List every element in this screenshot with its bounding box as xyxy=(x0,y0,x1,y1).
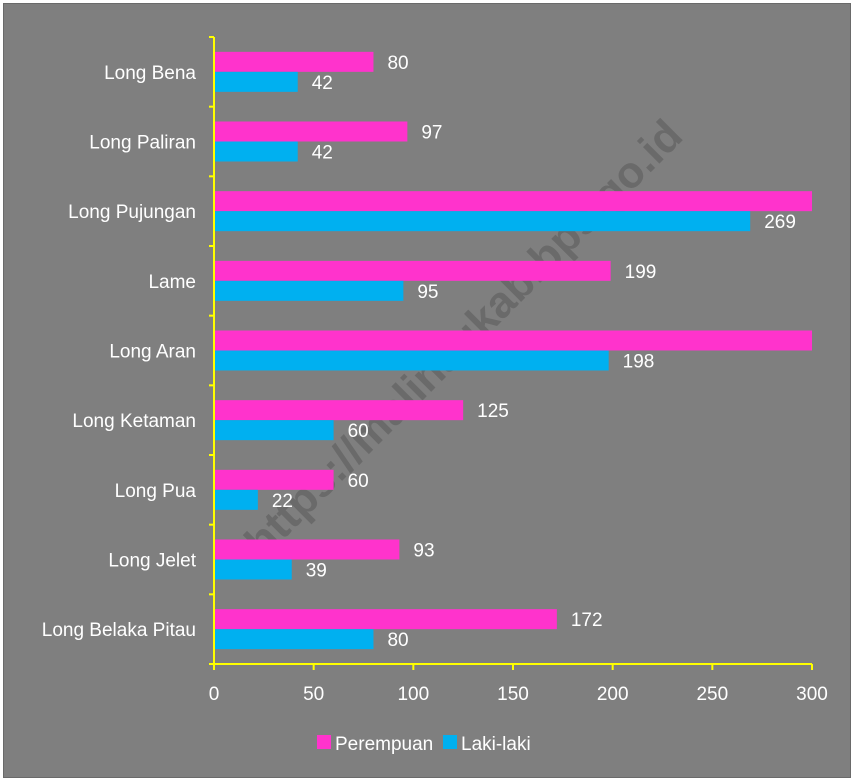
legend-label: Laki-laki xyxy=(461,734,531,755)
bar-perempuan-4 xyxy=(214,330,812,351)
category-label: Long Pujungan xyxy=(68,202,196,223)
x-tick-label: 0 xyxy=(209,684,220,705)
category-label: Long Paliran xyxy=(89,133,196,154)
category-label: Long Belaka Pitau xyxy=(42,620,196,641)
chart-area: https://malinaukab.bps.go.id 80 42 Long Be… xyxy=(3,3,851,778)
data-label: 80 xyxy=(387,53,408,74)
bar-perempuan-0 xyxy=(214,51,374,72)
data-label: 60 xyxy=(348,421,369,442)
legend-swatch xyxy=(443,735,457,749)
bar-perempuan-6 xyxy=(214,469,334,490)
x-tick-label: 250 xyxy=(696,684,728,705)
data-label: 39 xyxy=(306,561,327,582)
x-tick-label: 50 xyxy=(303,684,324,705)
category-label: Long Ketaman xyxy=(72,411,196,432)
data-label: 60 xyxy=(348,471,369,492)
bar-perempuan-8 xyxy=(214,609,557,630)
category-label: Lame xyxy=(148,272,196,293)
bar-laki-laki-5 xyxy=(214,420,334,441)
data-label: 269 xyxy=(764,212,796,233)
data-label: 172 xyxy=(571,610,603,631)
data-label: 22 xyxy=(272,491,293,512)
data-label: 125 xyxy=(477,401,509,422)
bar-laki-laki-2 xyxy=(214,211,751,232)
bar-laki-laki-0 xyxy=(214,71,298,92)
bar-perempuan-1 xyxy=(214,121,408,142)
category-label: Long Pua xyxy=(115,481,197,502)
legend-label: Perempuan xyxy=(335,734,433,755)
bar-perempuan-5 xyxy=(214,400,464,421)
x-tick-label: 150 xyxy=(497,684,529,705)
data-label: 97 xyxy=(421,123,442,144)
x-tick-label: 300 xyxy=(796,684,828,705)
category-label: Long Bena xyxy=(104,63,196,84)
x-tick-label: 100 xyxy=(397,684,429,705)
data-label: 93 xyxy=(413,541,434,562)
data-label: 198 xyxy=(623,352,655,373)
category-label: Long Aran xyxy=(109,342,196,363)
category-label: Long Jelet xyxy=(108,551,196,572)
bar-laki-laki-1 xyxy=(214,141,298,162)
bar-perempuan-2 xyxy=(214,191,812,212)
data-label: 95 xyxy=(417,282,438,303)
bar-laki-laki-8 xyxy=(214,629,374,650)
x-tick-label: 200 xyxy=(597,684,629,705)
data-label: 199 xyxy=(625,262,657,283)
bar-laki-laki-3 xyxy=(214,280,404,301)
bar-laki-laki-7 xyxy=(214,559,292,580)
data-label: 80 xyxy=(387,630,408,651)
bar-laki-laki-6 xyxy=(214,489,258,510)
bar-laki-laki-4 xyxy=(214,350,609,371)
data-label: 42 xyxy=(312,143,333,164)
legend-swatch xyxy=(317,735,331,749)
bar-perempuan-7 xyxy=(214,539,400,560)
bar-perempuan-3 xyxy=(214,260,611,281)
data-label: 42 xyxy=(312,73,333,94)
